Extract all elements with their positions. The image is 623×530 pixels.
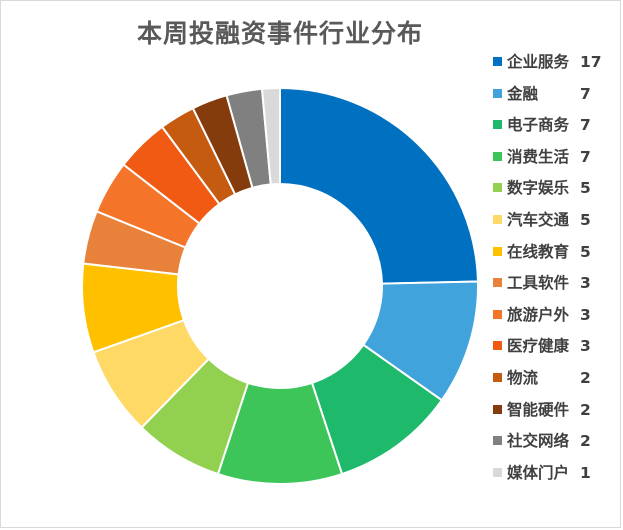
legend-swatch (493, 309, 502, 319)
legend-label: 电子商务 (507, 116, 570, 135)
legend-item: 汽车交通 5 (493, 208, 621, 240)
legend-label: 旅游户外 (507, 305, 570, 324)
legend-item: 金融 7 (493, 82, 621, 114)
legend-swatch (493, 88, 502, 98)
legend-value: 7 (580, 84, 591, 103)
legend-swatch (493, 246, 502, 256)
legend-label: 金融 (507, 84, 539, 103)
legend-swatch (493, 120, 502, 130)
legend-value: 5 (580, 210, 591, 229)
legend-swatch (493, 57, 502, 66)
legend-item: 企业服务 17 (493, 50, 621, 82)
legend-value: 7 (580, 116, 591, 135)
pie-slice (260, 86, 281, 186)
legend-value: 2 (580, 432, 591, 451)
legend-label: 企业服务 (507, 53, 570, 71)
legend-item: 医疗健康 3 (493, 334, 621, 366)
legend-swatch (493, 151, 502, 161)
legend-value: 3 (580, 337, 591, 356)
legend-item: 工具软件 3 (493, 271, 621, 303)
chart-title: 本周投融资事件行业分布 (136, 19, 423, 48)
legend-label: 汽车交通 (507, 210, 570, 229)
legend-item: 消费生活 7 (493, 145, 621, 177)
legend-item: 智能硬件 2 (493, 398, 621, 430)
legend-value: 5 (580, 179, 591, 198)
legend-label: 智能硬件 (507, 400, 570, 419)
legend-label: 媒体门户 (507, 463, 570, 482)
legend-label: 工具软件 (507, 274, 570, 293)
legend-swatch (493, 467, 502, 477)
legend-label: 物流 (507, 368, 539, 387)
legend-value: 2 (580, 400, 591, 419)
chart-legend: 企业服务 17 金融 7 电子商务 7 消费生活 7 数字娱乐 5 汽车交通 5 在线教育 5 工具软件 3 旅… (493, 50, 621, 492)
legend-swatch (493, 278, 502, 288)
legend-swatch (493, 404, 502, 414)
legend-swatch (493, 214, 502, 224)
legend-swatch (493, 341, 502, 351)
legend-value: 3 (580, 305, 591, 324)
legend-value: 1 (580, 463, 591, 482)
legend-item: 在线教育 5 (493, 240, 621, 272)
legend-swatch (493, 436, 502, 446)
legend-value: 2 (580, 368, 591, 387)
legend-item: 旅游户外 3 (493, 303, 621, 335)
legend-item: 数字娱乐 5 (493, 176, 621, 208)
legend-value: 7 (580, 147, 591, 166)
legend-label: 社交网络 (507, 432, 570, 451)
legend-value: 3 (580, 274, 591, 293)
legend-value: 5 (580, 242, 591, 261)
legend-item: 物流 2 (493, 366, 621, 398)
legend-value: 17 (580, 53, 602, 71)
legend-item: 媒体门户 1 (493, 461, 621, 493)
legend-label: 数字娱乐 (507, 179, 570, 198)
legend-label: 消费生活 (507, 147, 570, 166)
pie-slice (279, 86, 479, 285)
legend-item: 社交网络 2 (493, 429, 621, 461)
legend-swatch (493, 372, 502, 382)
legend-item: 电子商务 7 (493, 113, 621, 145)
legend-swatch (493, 183, 502, 193)
legend-label: 在线教育 (507, 242, 570, 261)
legend-label: 医疗健康 (507, 337, 570, 356)
